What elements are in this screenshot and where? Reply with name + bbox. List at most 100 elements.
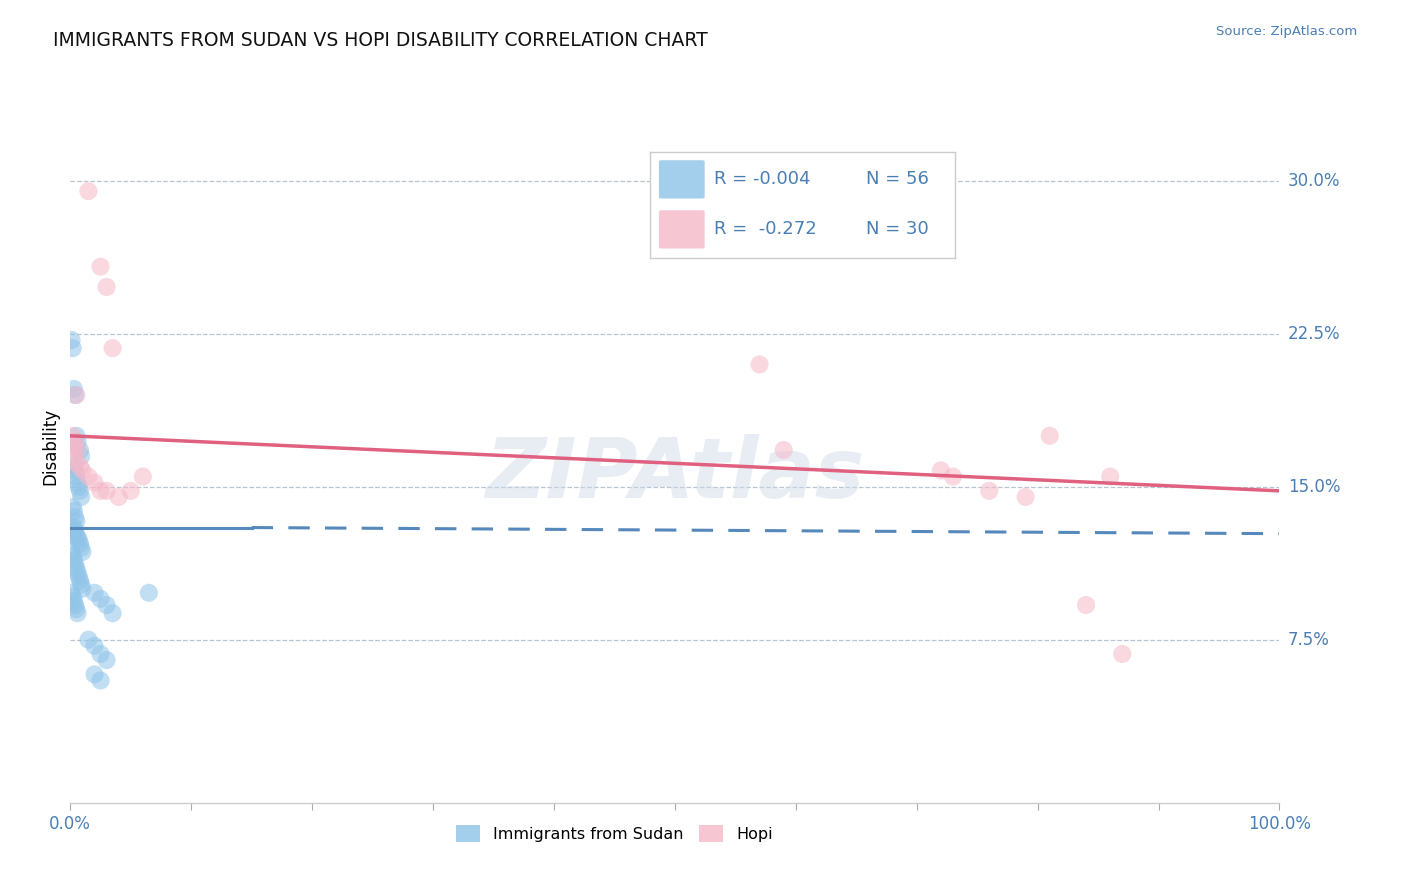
Point — [67, 480, 90, 494]
Point — [63, 558, 86, 572]
Point — [66, 443, 89, 458]
Point — [65, 602, 87, 616]
Point — [63, 598, 86, 612]
Point — [66, 566, 89, 580]
Text: IMMIGRANTS FROM SUDAN VS HOPI DISABILITY CORRELATION CHART: IMMIGRANTS FROM SUDAN VS HOPI DISABILITY… — [53, 31, 709, 50]
Point — [107, 490, 129, 504]
Point — [96, 483, 118, 498]
Point — [65, 388, 87, 402]
Point — [138, 586, 160, 600]
Point — [72, 463, 94, 477]
Point — [63, 504, 86, 518]
Point — [63, 520, 86, 534]
Point — [70, 490, 93, 504]
Point — [65, 429, 87, 443]
Point — [772, 443, 794, 458]
Text: ZIPAtlas: ZIPAtlas — [485, 434, 865, 515]
Point — [101, 341, 124, 355]
Point — [67, 569, 90, 583]
Point — [63, 459, 86, 474]
Point — [929, 463, 952, 477]
Point — [65, 529, 87, 543]
Point — [63, 434, 86, 449]
Point — [63, 463, 86, 477]
Point — [1074, 598, 1097, 612]
Point — [65, 561, 87, 575]
Point — [69, 574, 91, 588]
Point — [60, 333, 83, 347]
Point — [63, 553, 86, 567]
Point — [62, 549, 84, 563]
Point — [66, 475, 89, 490]
Point — [90, 260, 111, 274]
Point — [120, 483, 142, 498]
Point — [90, 483, 111, 498]
Point — [63, 382, 86, 396]
Y-axis label: Disability: Disability — [41, 408, 59, 484]
Point — [62, 500, 84, 515]
Legend: Immigrants from Sudan, Hopi: Immigrants from Sudan, Hopi — [450, 819, 779, 848]
Point — [1014, 490, 1036, 504]
Point — [72, 582, 94, 596]
Point — [83, 475, 105, 490]
Point — [77, 469, 100, 483]
Point — [90, 673, 111, 688]
Point — [96, 280, 118, 294]
Point — [66, 434, 89, 449]
Text: Source: ZipAtlas.com: Source: ZipAtlas.com — [1216, 25, 1357, 38]
Point — [66, 606, 89, 620]
Point — [69, 537, 91, 551]
Point — [77, 184, 100, 198]
Point — [942, 469, 965, 483]
Point — [62, 524, 84, 539]
Text: 15.0%: 15.0% — [1288, 478, 1340, 496]
Point — [65, 455, 87, 469]
Point — [83, 586, 105, 600]
FancyBboxPatch shape — [659, 161, 704, 199]
Point — [69, 443, 91, 458]
Point — [90, 647, 111, 661]
Point — [132, 469, 155, 483]
Point — [69, 483, 91, 498]
Text: 30.0%: 30.0% — [1288, 172, 1340, 190]
Text: N = 56: N = 56 — [866, 170, 929, 188]
Point — [65, 469, 87, 483]
Point — [66, 531, 89, 545]
Point — [63, 439, 86, 453]
Point — [1099, 469, 1122, 483]
Point — [70, 541, 93, 555]
Point — [70, 577, 93, 591]
Point — [63, 388, 86, 402]
Point — [65, 515, 87, 529]
Point — [979, 483, 1001, 498]
FancyBboxPatch shape — [659, 211, 704, 249]
Point — [62, 341, 84, 355]
Text: R = -0.004: R = -0.004 — [714, 170, 810, 188]
Text: R =  -0.272: R = -0.272 — [714, 220, 817, 238]
Point — [1039, 429, 1062, 443]
Point — [67, 533, 90, 547]
Point — [83, 639, 105, 653]
Point — [748, 358, 770, 372]
Point — [70, 449, 93, 463]
Point — [77, 632, 100, 647]
Text: 22.5%: 22.5% — [1288, 325, 1340, 343]
Point — [60, 545, 83, 559]
Point — [83, 667, 105, 681]
Point — [101, 606, 124, 620]
Text: 7.5%: 7.5% — [1288, 631, 1330, 648]
Point — [62, 449, 84, 463]
Text: N = 30: N = 30 — [866, 220, 929, 238]
Point — [90, 591, 111, 606]
Point — [96, 653, 118, 667]
Point — [63, 594, 86, 608]
Point — [60, 520, 83, 534]
Point — [1111, 647, 1133, 661]
Point — [63, 510, 86, 524]
Point — [62, 429, 84, 443]
Point — [69, 459, 91, 474]
Point — [63, 524, 86, 539]
Point — [96, 598, 118, 612]
Point — [72, 545, 94, 559]
Point — [60, 586, 83, 600]
